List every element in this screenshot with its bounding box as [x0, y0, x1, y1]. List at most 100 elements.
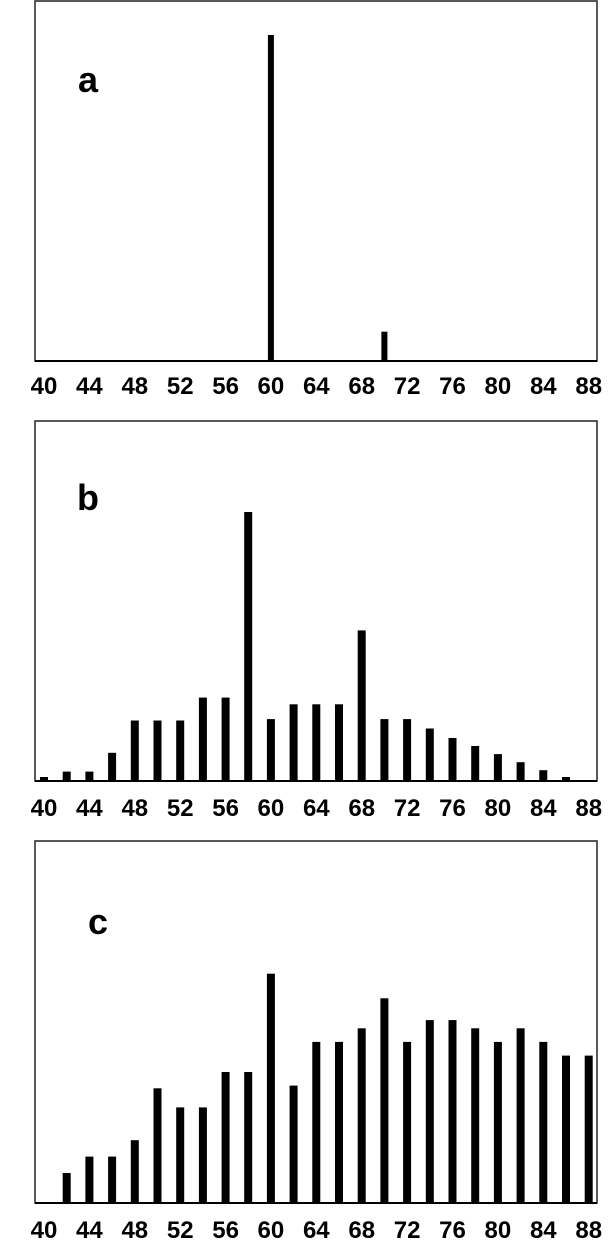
x-tick-label-48: 48: [121, 795, 148, 822]
x-tick-label-64: 64: [303, 1217, 330, 1244]
panel-label: a: [78, 59, 99, 100]
panel-label: c: [88, 901, 108, 942]
bar-62: [289, 1085, 298, 1203]
x-tick-label-56: 56: [212, 795, 239, 822]
bar-60: [266, 719, 275, 781]
x-tick-label-72: 72: [394, 795, 421, 822]
bar-70: [380, 719, 389, 781]
x-tick-label-60: 60: [258, 795, 285, 822]
bar-40: [40, 777, 48, 781]
bar-58: [244, 1072, 253, 1203]
x-tick-label-52: 52: [167, 373, 194, 400]
x-tick-label-76: 76: [439, 795, 466, 822]
bar-46: [108, 752, 117, 781]
x-tick-label-56: 56: [212, 1217, 239, 1244]
x-tick-labels: 40 44 48 52 56 60 64 68 72 76 80 84 88: [31, 795, 602, 822]
bar-48: [130, 1140, 139, 1203]
bar-72: [403, 1041, 412, 1203]
bar-50: [153, 1088, 162, 1203]
bar-66: [335, 704, 343, 781]
bar-54: [198, 1107, 207, 1203]
x-tick-label-60: 60: [258, 1217, 285, 1244]
x-tick-label-40: 40: [31, 1217, 58, 1244]
bar-50: [153, 720, 162, 781]
x-tick-labels: 40 44 48 52 56 60 64 68 72 76 80 84 88: [31, 1217, 602, 1244]
bar-60: [266, 973, 275, 1203]
bar-52: [176, 1107, 185, 1203]
bar-76: [448, 738, 457, 781]
x-tick-label-44: 44: [76, 1217, 103, 1244]
bar-66: [335, 1041, 343, 1203]
bar-86: [562, 777, 570, 781]
bar-82: [516, 762, 525, 781]
bar-46: [108, 1156, 117, 1203]
x-tick-label-44: 44: [76, 795, 103, 822]
x-tick-label-88: 88: [575, 373, 602, 400]
bar-54: [198, 697, 207, 781]
x-tick-label-76: 76: [439, 373, 466, 400]
bar-70: [380, 998, 389, 1204]
bars-group: [40, 512, 570, 781]
bars-group: [267, 35, 388, 361]
bar-78: [471, 1028, 480, 1203]
bar-44: [85, 1156, 94, 1203]
x-tick-label-88: 88: [575, 795, 602, 822]
x-tick-label-68: 68: [348, 1217, 375, 1244]
bar-64: [312, 704, 321, 781]
bar-42: [62, 771, 71, 781]
chart-panel-a: 40 44 48 52 56 60 64 68 72 76 80 84 88 a: [31, 0, 602, 400]
x-tick-label-72: 72: [394, 1217, 421, 1244]
x-tick-label-84: 84: [530, 1217, 557, 1244]
plot-frame: [34, 0, 598, 362]
chart-panel-b: 40 44 48 52 56 60 64 68 72 76 80 84 88 b: [31, 420, 602, 822]
bar-84: [539, 770, 548, 781]
bar-68: [357, 1028, 366, 1203]
x-tick-label-68: 68: [348, 795, 375, 822]
bar-78: [471, 746, 480, 781]
x-tick-label-52: 52: [167, 795, 194, 822]
x-tick-label-44: 44: [76, 373, 103, 400]
x-tick-label-64: 64: [303, 373, 330, 400]
x-tick-label-64: 64: [303, 795, 330, 822]
x-tick-labels: 40 44 48 52 56 60 64 68 72 76 80 84 88: [31, 373, 602, 400]
bar-56: [221, 1072, 230, 1203]
bar-86: [562, 1055, 570, 1203]
bar-62: [289, 704, 298, 781]
bar-48: [130, 720, 139, 781]
x-tick-label-52: 52: [167, 1217, 194, 1244]
x-tick-label-76: 76: [439, 1217, 466, 1244]
bar-80: [493, 1041, 502, 1203]
bar-52: [176, 720, 185, 781]
chart-panel-c: 40 44 48 52 56 60 64 68 72 76 80 84 88 c: [31, 840, 602, 1244]
bar-56: [221, 697, 230, 781]
bar-60: [267, 35, 274, 361]
bar-70: [381, 331, 388, 361]
x-tick-label-40: 40: [31, 795, 58, 822]
x-tick-label-68: 68: [348, 373, 375, 400]
bar-82: [516, 1028, 525, 1203]
x-tick-label-88: 88: [575, 1217, 602, 1244]
bar-72: [403, 719, 412, 781]
x-tick-label-80: 80: [485, 1217, 512, 1244]
bar-44: [85, 771, 94, 781]
x-tick-label-72: 72: [394, 373, 421, 400]
bar-74: [425, 1020, 434, 1203]
bar-42: [62, 1173, 71, 1203]
bar-80: [493, 754, 502, 781]
x-tick-label-80: 80: [485, 373, 512, 400]
x-tick-label-48: 48: [121, 1217, 148, 1244]
x-tick-label-40: 40: [31, 373, 58, 400]
bar-88: [584, 1055, 593, 1203]
bar-64: [312, 1041, 321, 1203]
bar-68: [357, 630, 366, 781]
x-tick-label-56: 56: [212, 373, 239, 400]
bar-58: [244, 512, 253, 781]
bars-group: [62, 973, 593, 1204]
x-tick-label-60: 60: [258, 373, 285, 400]
panel-label: b: [77, 477, 99, 518]
x-tick-label-84: 84: [530, 373, 557, 400]
bar-76: [448, 1020, 457, 1203]
x-tick-label-48: 48: [121, 373, 148, 400]
bar-74: [425, 728, 434, 781]
bar-84: [539, 1041, 548, 1203]
